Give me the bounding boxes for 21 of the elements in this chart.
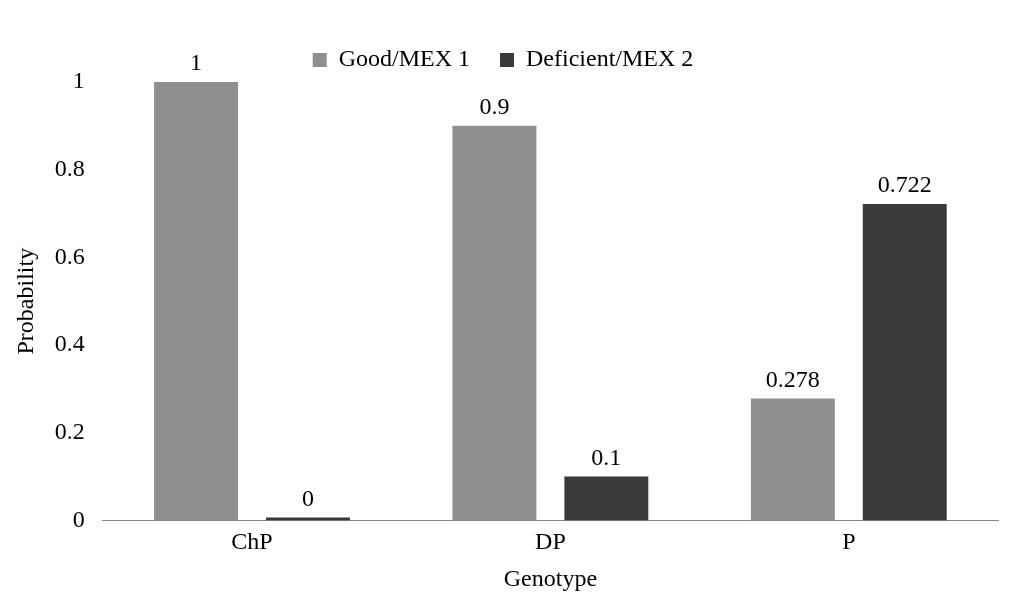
y-tick-label: 1: [72, 67, 85, 94]
y-tick-label: 0.8: [54, 154, 85, 181]
bar: [862, 203, 947, 521]
y-tick-label: 0.2: [54, 418, 85, 445]
y-tick-label: 0: [72, 505, 85, 532]
data-label: 0.278: [765, 365, 820, 392]
data-label: 0: [301, 484, 314, 511]
data-label: 0.9: [479, 93, 510, 120]
data-label: 1: [190, 49, 203, 76]
x-tick-label: ChP: [231, 528, 273, 555]
x-axis-title: Genotype: [503, 564, 598, 591]
bar: [564, 476, 649, 521]
data-label: 0.1: [591, 443, 622, 470]
x-tick-label: P: [842, 528, 856, 555]
data-label: 0.722: [877, 171, 932, 198]
y-tick-label: 0.4: [54, 330, 85, 357]
legend-label: Good/MEX 1: [338, 45, 471, 72]
legend-label: Deficient/MEX 2: [526, 45, 694, 72]
x-tick-label: DP: [535, 528, 566, 555]
y-tick-label: 0.6: [54, 242, 85, 269]
y-axis-title: Probability: [11, 247, 38, 355]
